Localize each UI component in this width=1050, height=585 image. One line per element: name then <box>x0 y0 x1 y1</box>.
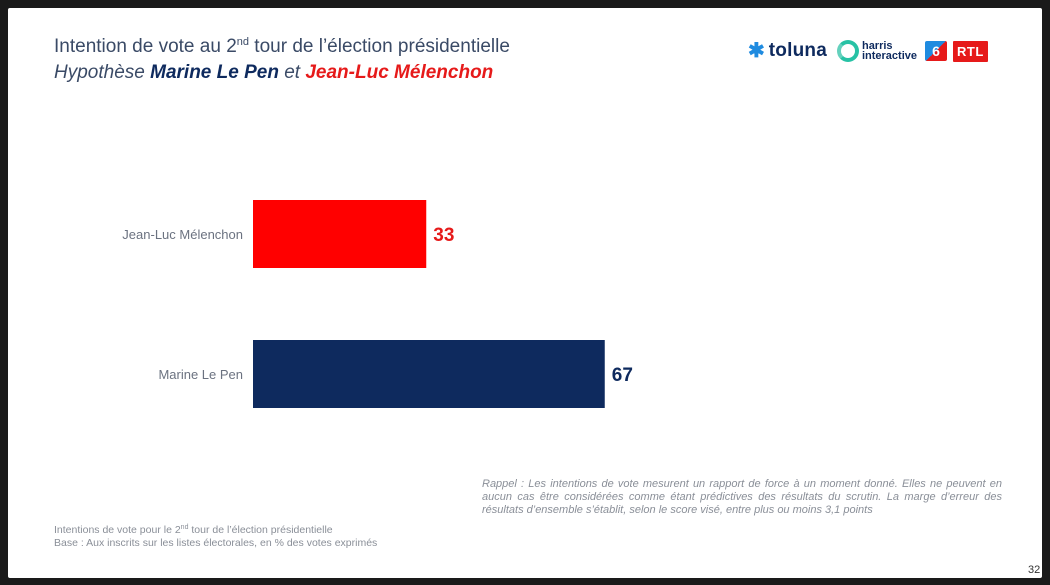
m6-logo: 6 <box>925 41 947 61</box>
footer-source: Intentions de vote pour le 2nd tour de l… <box>54 521 377 550</box>
chart-title: Intention de vote au 2nd tour de l’élect… <box>54 36 510 57</box>
rtl-logo: RTL <box>953 40 988 62</box>
category-label-marine-le-pen: Marine Le Pen <box>158 367 243 382</box>
value-label-jean-luc-melenchon: 33 <box>433 225 454 246</box>
value-label-marine-le-pen: 67 <box>612 365 633 386</box>
toluna-logo: ✱ toluna <box>748 40 827 62</box>
footer-line-1: Intentions de vote pour le 2nd tour de l… <box>54 524 333 536</box>
snowflake-icon: ✱ <box>748 40 765 62</box>
bar-jean-luc-melenchon <box>253 200 427 268</box>
bar-chart: Jean-Luc Mélenchon 33 Marine Le Pen 67 <box>122 200 633 408</box>
harris-interactive-logo: harris interactive <box>836 40 917 62</box>
page-number: 32 <box>1028 564 1041 576</box>
partner-logos: ✱ toluna harris interactive 6 RTL <box>748 38 988 64</box>
subtitle-candidate-le-pen: Marine Le Pen <box>150 62 279 83</box>
bar-marine-le-pen <box>253 340 605 408</box>
subtitle-candidate-melenchon: Jean-Luc Mélenchon <box>305 62 494 83</box>
ring-icon <box>836 40 859 62</box>
reminder-note: Rappel : Les intentions de vote mesurent… <box>482 478 1002 516</box>
category-label-jean-luc-melenchon: Jean-Luc Mélenchon <box>122 227 243 242</box>
footer-line-2: Base : Aux inscrits sur les listes élect… <box>54 537 378 549</box>
chart-subtitle: Hypothèse Marine Le Pen et Jean-Luc Méle… <box>54 62 494 83</box>
slide: Intention de vote au 2nd tour de l’élect… <box>8 8 1042 578</box>
